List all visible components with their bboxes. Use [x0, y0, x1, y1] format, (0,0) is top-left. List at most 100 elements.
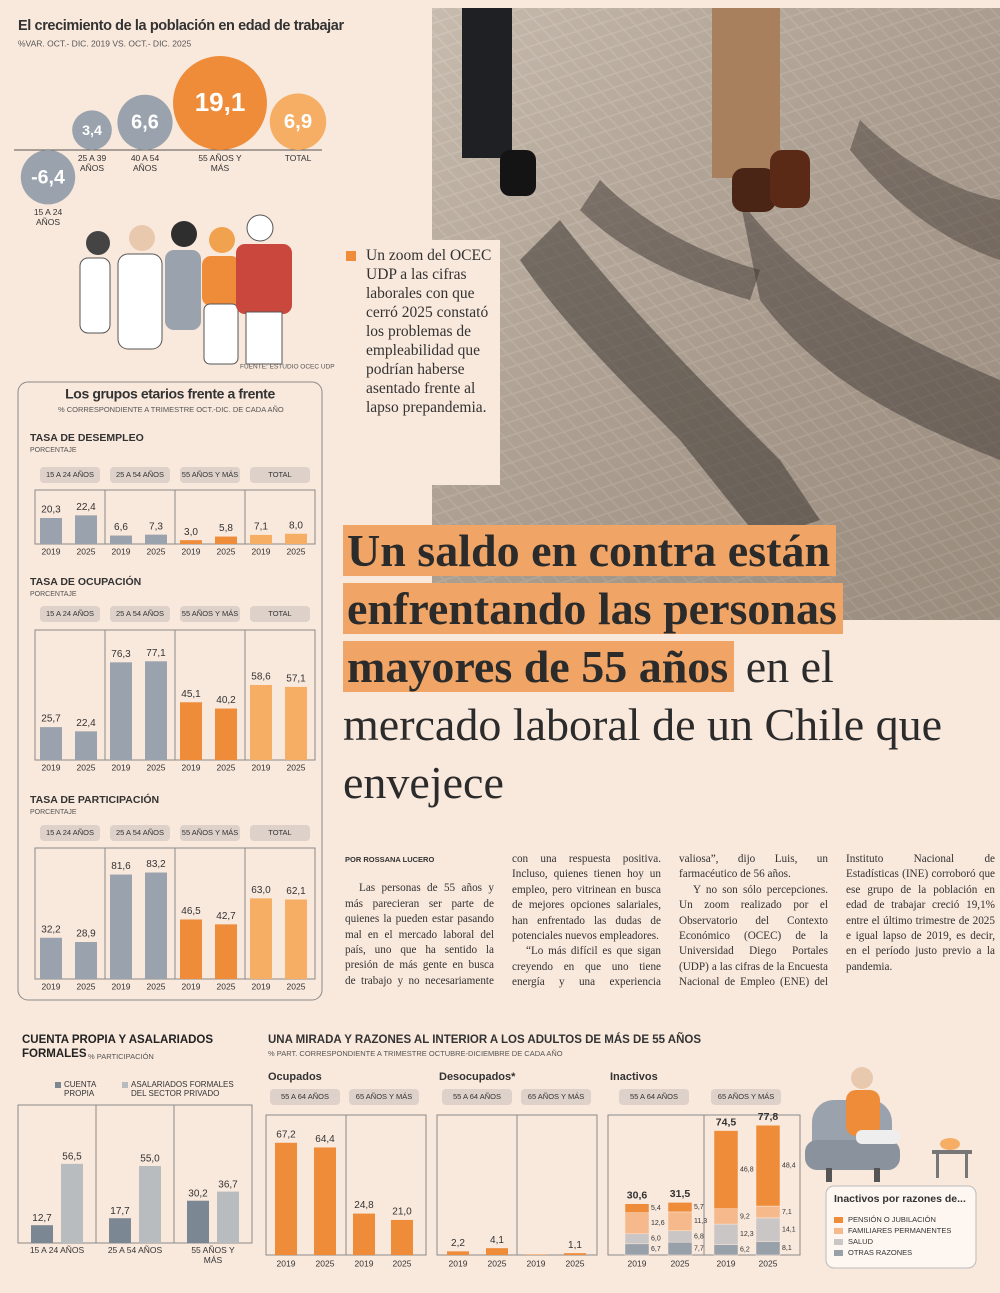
- chart-title: UNA MIRADA Y RAZONES AL INTERIOR A LOS A…: [268, 1033, 701, 1046]
- bar: [145, 661, 167, 760]
- group-tab: [619, 1089, 689, 1105]
- bar: [215, 708, 237, 760]
- bar: [139, 1166, 161, 1243]
- bubble: [117, 94, 173, 150]
- x-tick-label: 2025: [217, 762, 236, 772]
- group-label: TOTAL: [268, 470, 291, 479]
- value-label: 22,4: [76, 502, 96, 513]
- chart-title: CUENTA PROPIA Y ASALARIADOS FORMALES: [22, 1034, 214, 1060]
- legend-swatch: [55, 1082, 61, 1088]
- bar: [275, 1142, 297, 1255]
- value-label: 28,9: [76, 929, 96, 940]
- legend-label: OTRAS RAZONES: [848, 1248, 912, 1257]
- x-tick-label: 2019: [182, 762, 201, 772]
- segment-label: 48,4: [782, 1162, 796, 1169]
- x-tick-label: 2019: [182, 546, 201, 556]
- bubble: [20, 150, 76, 205]
- article: POR ROSSANA LUCERO Las personas de 55 añ…: [345, 852, 995, 1004]
- group-tab: [110, 825, 170, 841]
- bar: [109, 1218, 131, 1243]
- bar: [391, 1219, 413, 1255]
- value-label: 77,1: [146, 648, 166, 659]
- category-label: TOTAL: [284, 153, 312, 163]
- bar-segment: [624, 1203, 650, 1213]
- group-label: TOTAL: [268, 609, 291, 618]
- group-tab: [250, 467, 310, 483]
- x-tick-label: 2025: [77, 981, 96, 991]
- category-label: 55 AÑOS Y MÁS: [191, 1245, 235, 1265]
- paragraph: “Lo más difícil es que sigan creyendo en…: [512, 853, 828, 989]
- group-label: 65 AÑOS Y MÁS: [528, 1092, 584, 1101]
- group-label: 55 AÑOS Y MÁS: [182, 828, 238, 837]
- bubble: [269, 93, 327, 150]
- value-label: 20,3: [41, 505, 61, 516]
- segment-label: 7,1: [782, 1209, 792, 1216]
- x-tick-label: 2025: [287, 546, 306, 556]
- x-tick-label: 2025: [77, 546, 96, 556]
- group-label: 15 A 24 AÑOS: [46, 828, 94, 837]
- chart-subtitle: % PART. CORRESPONDIENTE A TRIMESTRE OCTU…: [268, 1049, 563, 1058]
- chart-frame: [17, 381, 323, 1001]
- value-label: 76,3: [111, 649, 131, 660]
- bar: [110, 874, 132, 979]
- value-label: 12,7: [32, 1213, 52, 1224]
- value-label: 36,7: [218, 1179, 238, 1190]
- group-tab: [110, 467, 170, 483]
- segment-label: 11,3: [694, 1218, 707, 1225]
- value-label: 22,4: [76, 718, 96, 729]
- paragraph: Y no son sólo percepciones. Un zoom real…: [679, 853, 995, 989]
- total-label: 74,5: [716, 1116, 737, 1128]
- value-label: 8,0: [289, 520, 303, 531]
- bar: [110, 535, 132, 544]
- chart-subtitle: %VAR. OCT.- DIC. 2019 VS. OCT.- DIC. 202…: [18, 38, 191, 48]
- category-label: 25 A 39 AÑOS: [77, 153, 107, 173]
- value-label: 21,0: [392, 1207, 412, 1218]
- x-tick-label: 2019: [42, 546, 61, 556]
- value-label: 32,2: [41, 924, 61, 935]
- bar: [250, 898, 272, 979]
- segment-label: 8,1: [782, 1245, 792, 1252]
- bar: [145, 534, 167, 544]
- group-label: 65 AÑOS Y MÁS: [356, 1092, 412, 1101]
- category-label: 25 A 54 AÑOS: [107, 1245, 163, 1255]
- segment-label: 14,1: [782, 1227, 796, 1234]
- segment-label: 12,6: [651, 1220, 665, 1227]
- x-tick-label: 2025: [77, 762, 96, 772]
- x-tick-label: 2025: [217, 981, 236, 991]
- x-tick-label: 2019: [449, 1258, 468, 1268]
- group-tab: [180, 606, 240, 622]
- segment-label: 46,8: [740, 1167, 754, 1174]
- callout: Un zoom del OCEC UDP a las cifras labora…: [366, 247, 492, 416]
- byline: POR ROSSANA LUCERO: [345, 855, 435, 864]
- group-tab: [349, 1089, 419, 1105]
- headline: Un saldo en contra están enfrentando las…: [343, 522, 993, 812]
- segment-label: 6,0: [651, 1236, 661, 1243]
- legend-swatch: [834, 1250, 843, 1256]
- bar: [285, 899, 307, 979]
- group-label: 25 A 54 AÑOS: [116, 828, 164, 837]
- group-label: 55 AÑOS Y MÁS: [182, 470, 238, 479]
- chart-subtitle: % CORRESPONDIENTE A TRIMESTRE OCT.-DIC. …: [58, 405, 284, 414]
- bar: [180, 702, 202, 760]
- bubble: [72, 110, 112, 150]
- bar: [525, 1254, 547, 1255]
- group-tab: [250, 606, 310, 622]
- x-tick-label: 2019: [112, 762, 131, 772]
- legend-label: FAMILIARES PERMANENTES: [848, 1226, 951, 1235]
- x-tick-label: 2019: [628, 1258, 647, 1268]
- x-tick-label: 2025: [217, 546, 236, 556]
- x-tick-label: 2019: [252, 762, 271, 772]
- value-label: 7,3: [149, 521, 163, 532]
- bar-segment: [755, 1205, 781, 1219]
- value-label: 46,5: [181, 906, 201, 917]
- panel-title: Desocupados*: [439, 1071, 516, 1083]
- headline-highlight: Un saldo en contra están enfrentando las…: [343, 525, 843, 692]
- x-tick-label: 2025: [147, 981, 166, 991]
- group-label: 55 A 64 AÑOS: [630, 1092, 678, 1101]
- group-label: 15 A 24 AÑOS: [46, 470, 94, 479]
- category-label: 40 A 54 AÑOS: [130, 153, 160, 173]
- bubble-label: 19,1: [195, 87, 246, 117]
- legend-swatch: [834, 1239, 843, 1245]
- bar: [486, 1248, 508, 1255]
